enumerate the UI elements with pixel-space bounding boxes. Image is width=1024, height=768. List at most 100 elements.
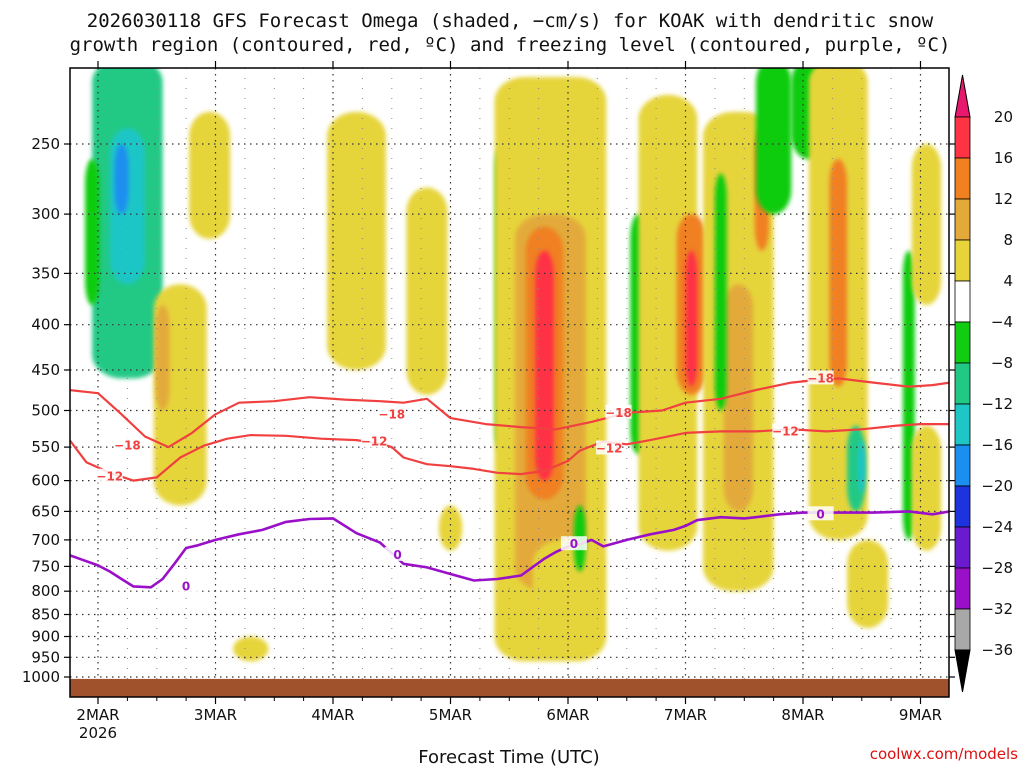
colorbar: 20 16 12 8 4 −4 −8 −12 −16 −20 −24 −28 −32 −36 bbox=[954, 74, 1013, 693]
colorbar-label: −20 bbox=[981, 477, 1013, 495]
colorbar-swatch bbox=[954, 198, 971, 241]
contour-label: −18 bbox=[114, 439, 141, 453]
y-tick-label: 400 bbox=[31, 316, 60, 334]
colorbar-swatch bbox=[954, 608, 971, 651]
colorbar-swatch bbox=[954, 239, 971, 282]
omega-cell bbox=[723, 284, 754, 512]
contour-label-bg bbox=[807, 506, 834, 521]
colorbar-label: −8 bbox=[991, 354, 1013, 372]
y-tick-label: 900 bbox=[31, 628, 60, 646]
contour-label-bg bbox=[173, 578, 200, 593]
contour-label-bg bbox=[807, 370, 834, 385]
omega-cell bbox=[233, 636, 269, 662]
ground-band bbox=[70, 678, 949, 697]
y-tick-label: 250 bbox=[31, 135, 60, 153]
omega-cell bbox=[327, 111, 386, 370]
omega-cell bbox=[406, 187, 448, 395]
x-tick-label: 3MAR bbox=[194, 706, 237, 724]
contour-label-bg bbox=[560, 536, 587, 551]
chart-title-line-1: 2026030118 GFS Forecast Omega (shaded, −… bbox=[87, 10, 934, 32]
y-tick-label: 650 bbox=[31, 502, 60, 520]
x-axis-label: Forecast Time (UTC) bbox=[418, 747, 599, 768]
contour-label-bg bbox=[384, 546, 411, 561]
omega-cell bbox=[911, 144, 942, 305]
contour-label-bg bbox=[114, 437, 141, 452]
contour-label-bg bbox=[96, 468, 123, 483]
chart-title-line-2: growth region (contoured, red, ºC) and f… bbox=[70, 34, 951, 56]
omega-cell bbox=[189, 111, 231, 239]
y-axis: 250 300 350 400 450 500 550 600 650 700 750 800 850 9… bbox=[22, 135, 955, 686]
contour-label: −18 bbox=[605, 406, 632, 420]
colorbar-swatch bbox=[954, 157, 971, 200]
colorbar-top-arrow bbox=[954, 74, 971, 118]
colorbar-swatch bbox=[954, 321, 971, 364]
credit-text: coolwx.com/models bbox=[870, 745, 1018, 763]
y-tick-label: 750 bbox=[31, 557, 60, 575]
y-tick-label: 350 bbox=[31, 264, 60, 282]
y-tick-label: 1000 bbox=[22, 668, 60, 686]
x-tick-label: 6MAR bbox=[546, 706, 589, 724]
colorbar-swatch bbox=[954, 362, 971, 405]
colorbar-label: 16 bbox=[994, 149, 1013, 167]
plot-area: −18 −18 −18 −18 −12 −12 −12 −12 0 0 0 0 bbox=[69, 67, 950, 698]
contour-label-bg bbox=[378, 406, 405, 421]
omega-cell bbox=[85, 159, 100, 305]
colorbar-swatch bbox=[954, 403, 971, 446]
contour-label: 0 bbox=[393, 548, 401, 562]
omega-cell bbox=[714, 173, 727, 411]
colorbar-swatch bbox=[954, 567, 971, 610]
contour-label: 0 bbox=[570, 537, 578, 551]
contour-label: −12 bbox=[96, 470, 123, 484]
contour-label-bg bbox=[605, 404, 632, 419]
omega-cell bbox=[847, 539, 889, 628]
omega-cell bbox=[638, 94, 698, 551]
colorbar-label: −28 bbox=[981, 559, 1013, 577]
contour-label-bg bbox=[772, 423, 799, 438]
contour-labels: −18 −18 −18 −18 −12 −12 −12 −12 0 0 0 0 bbox=[96, 370, 834, 593]
contour-label: −18 bbox=[378, 407, 405, 421]
colorbar-label: −24 bbox=[981, 518, 1013, 536]
omega-cell bbox=[756, 68, 792, 215]
omega-cell bbox=[114, 144, 129, 215]
contour-label: 0 bbox=[816, 507, 824, 521]
y-tick-label: 600 bbox=[31, 472, 60, 490]
y-tick-label: 300 bbox=[31, 205, 60, 223]
y-tick-label: 450 bbox=[31, 361, 60, 379]
colorbar-label: 12 bbox=[994, 190, 1013, 208]
contour-line-dgz bbox=[70, 423, 949, 482]
contour-label: −18 bbox=[807, 371, 834, 385]
x-tick-year-label: 2026 bbox=[79, 724, 117, 742]
contour-label-bg bbox=[596, 440, 623, 455]
contour-label-bg bbox=[361, 433, 388, 448]
contour-label: −12 bbox=[361, 435, 388, 449]
colorbar-label: −36 bbox=[981, 641, 1013, 659]
colorbar-label: 4 bbox=[1003, 272, 1013, 290]
x-tick-label: 8MAR bbox=[781, 706, 824, 724]
colorbar-swatch bbox=[954, 280, 971, 323]
x-tick-label: 9MAR bbox=[899, 706, 942, 724]
colorbar-bottom-arrow bbox=[954, 649, 971, 693]
colorbar-swatch bbox=[954, 444, 971, 487]
colorbar-swatch bbox=[954, 485, 971, 528]
colorbar-label: −4 bbox=[991, 313, 1013, 331]
y-tick-label: 700 bbox=[31, 531, 60, 549]
omega-cell bbox=[911, 425, 942, 551]
colorbar-label: −32 bbox=[981, 600, 1013, 618]
y-tick-label: 850 bbox=[31, 606, 60, 624]
colorbar-label: −12 bbox=[981, 395, 1013, 413]
ground-layer bbox=[70, 678, 949, 697]
y-tick-label: 950 bbox=[31, 648, 60, 666]
omega-cell bbox=[685, 250, 698, 387]
colorbar-label: −16 bbox=[981, 436, 1013, 454]
omega-cell bbox=[155, 305, 170, 411]
x-tick-label: 7MAR bbox=[664, 706, 707, 724]
contour-label: −12 bbox=[596, 442, 623, 456]
y-tick-label: 550 bbox=[31, 438, 60, 456]
x-tick-label: 2MAR bbox=[76, 706, 119, 724]
omega-cell bbox=[857, 440, 866, 494]
contour-label: 0 bbox=[182, 579, 190, 593]
contour-line-freezing bbox=[70, 510, 949, 589]
omega-cell bbox=[535, 250, 554, 481]
colorbar-swatch bbox=[954, 116, 971, 159]
x-tick-label: 5MAR bbox=[429, 706, 472, 724]
